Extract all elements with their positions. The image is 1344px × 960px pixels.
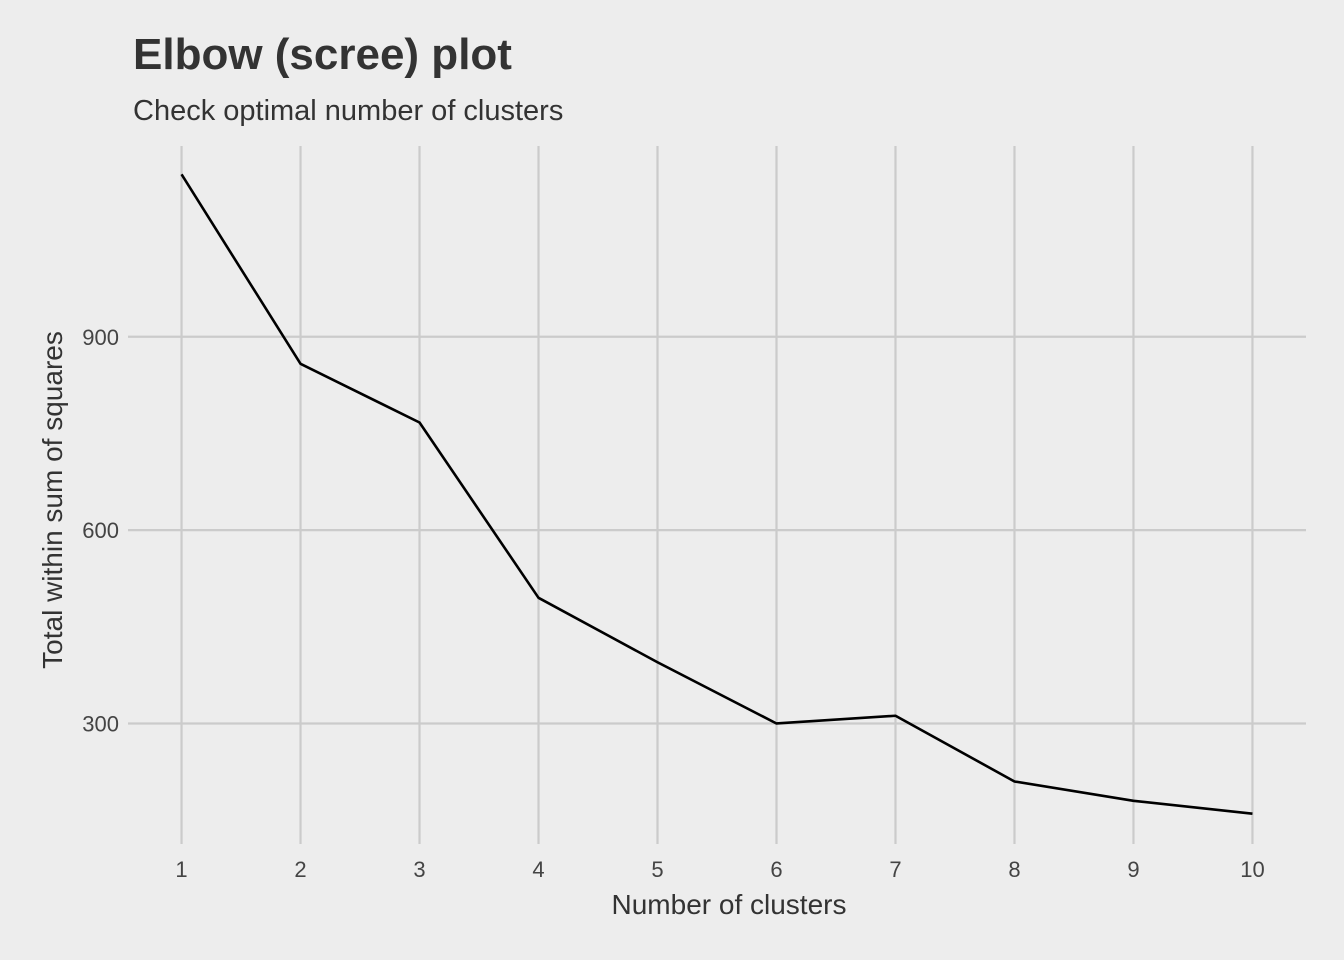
- series-layer: [180, 173, 1253, 816]
- series-line: [180, 173, 1253, 816]
- chart-title: Elbow (scree) plot: [133, 30, 512, 79]
- y-tick-label: 600: [82, 518, 119, 543]
- x-axis-label: Number of clusters: [612, 889, 847, 920]
- x-tick-label: 5: [651, 857, 663, 882]
- x-tick-label: 6: [770, 857, 782, 882]
- x-tick-labels: 1 2 3 4 5 6 7 8 9 10: [175, 857, 1264, 882]
- y-gridlines: [128, 335, 1306, 725]
- y-tick-label: 300: [82, 711, 119, 736]
- x-tick-label: 1: [175, 857, 187, 882]
- x-tick-label: 2: [294, 857, 306, 882]
- y-axis-label: Total within sum of squares: [37, 331, 68, 669]
- x-tick-label: 10: [1240, 857, 1264, 882]
- x-tick-label: 3: [413, 857, 425, 882]
- y-tick-label: 900: [82, 325, 119, 350]
- x-tick-label: 8: [1008, 857, 1020, 882]
- x-tick-label: 4: [532, 857, 544, 882]
- x-gridlines: [180, 146, 1254, 844]
- chart-subtitle: Check optimal number of clusters: [133, 95, 564, 127]
- y-tick-labels: 300 600 900: [82, 325, 119, 737]
- x-tick-label: 7: [889, 857, 901, 882]
- x-tick-label: 9: [1127, 857, 1139, 882]
